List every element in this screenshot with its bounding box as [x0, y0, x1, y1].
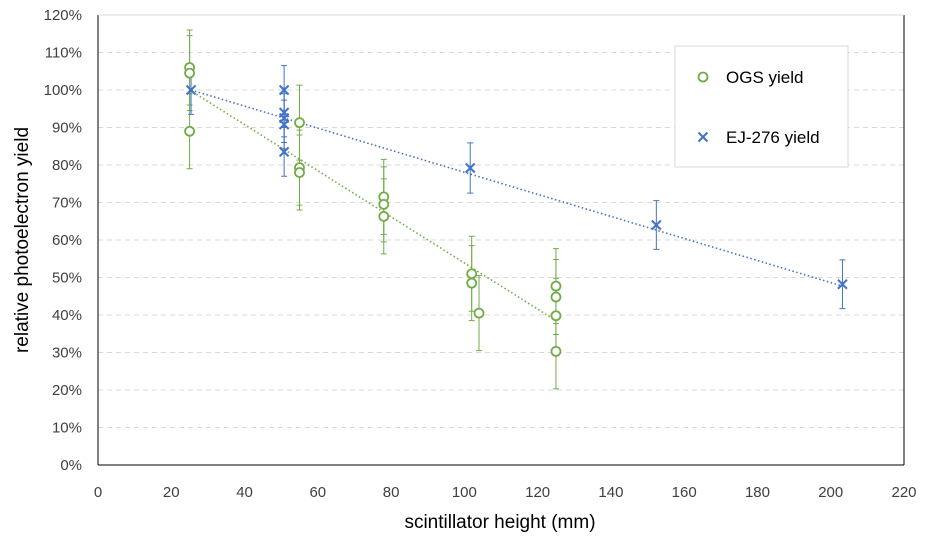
point-ogs — [294, 117, 305, 129]
tick-labels: 0% 10% 20% 30% 40% 50% 60% 70% 80% 90% 100% 110% 120… — [44, 7, 917, 501]
point-ogs — [184, 125, 195, 137]
legend-box — [674, 45, 849, 168]
y-tick-label: 0% — [60, 457, 82, 474]
point-ej276 — [278, 84, 290, 96]
point-ej276 — [837, 279, 848, 290]
trendline-ogs — [189, 89, 557, 322]
point-ogs — [466, 268, 478, 280]
point-ej276 — [465, 162, 476, 174]
point-ej276 — [278, 146, 290, 158]
data-markers — [184, 62, 848, 357]
x-tick-label: 0 — [94, 484, 102, 501]
legend-label-ej276: EJ-276 yield — [726, 128, 820, 147]
y-tick-label: 60% — [52, 232, 82, 249]
point-ogs — [550, 310, 562, 322]
error-bars — [186, 29, 846, 390]
y-tick-label: 10% — [52, 420, 82, 437]
x-tick-label: 100 — [452, 484, 477, 501]
y-tick-label: 90% — [52, 120, 82, 137]
point-ogs — [550, 280, 562, 292]
x-tick-label: 60 — [309, 484, 326, 501]
point-ogs — [378, 198, 390, 210]
y-tick-label: 80% — [52, 157, 82, 174]
legend: OGS yield EJ-276 yield — [674, 45, 849, 168]
point-ogs — [184, 67, 195, 79]
x-tick-label: 220 — [891, 484, 916, 501]
y-tick-label: 70% — [52, 195, 82, 212]
y-tick-label: 50% — [52, 270, 82, 287]
point-ej276 — [651, 219, 662, 231]
y-tick-label: 40% — [52, 307, 82, 324]
y-tick-label: 30% — [52, 345, 82, 362]
x-tick-label: 140 — [598, 484, 623, 501]
point-ej276 — [278, 119, 290, 130]
y-tick-label: 120% — [44, 7, 82, 24]
y-axis-title: relative photoelectron yield — [12, 127, 33, 353]
y-tick-label: 110% — [45, 45, 82, 62]
axes — [97, 14, 905, 466]
x-tick-label: 80 — [383, 484, 400, 501]
legend-marker-ej276 — [697, 131, 709, 143]
point-ogs — [473, 307, 485, 319]
point-ej276 — [185, 84, 197, 96]
x-axis-title: scintillator height (mm) — [404, 512, 595, 533]
x-tick-label: 120 — [525, 484, 550, 501]
legend-label-ogs: OGS yield — [726, 68, 803, 87]
point-ogs — [378, 210, 390, 222]
point-ogs — [550, 291, 562, 303]
y-tick-label: 20% — [52, 382, 82, 399]
point-ogs — [294, 167, 305, 178]
x-tick-label: 180 — [745, 484, 770, 501]
x-tick-label: 20 — [163, 484, 180, 501]
legend-marker-ogs — [697, 71, 709, 83]
x-tick-label: 200 — [818, 484, 843, 501]
x-tick-label: 40 — [236, 484, 253, 501]
point-ogs — [466, 277, 478, 289]
point-ogs — [550, 345, 562, 357]
x-tick-label: 160 — [672, 484, 697, 501]
y-tick-label: 100% — [44, 82, 82, 99]
